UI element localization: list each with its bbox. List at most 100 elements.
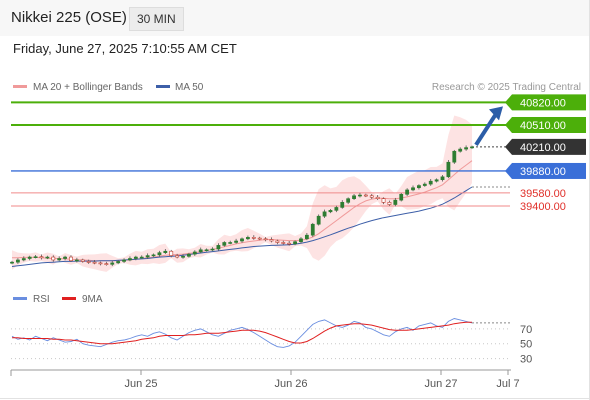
candle-body [69, 256, 73, 262]
resistance-label: 40510.00 [520, 120, 566, 132]
candle-body [417, 185, 421, 189]
candle-body [145, 255, 150, 258]
candle-body [275, 240, 280, 243]
candle-body [192, 251, 197, 255]
forecast-arrow-shaft [474, 111, 499, 146]
candle-body [340, 202, 345, 208]
candle-body [352, 195, 356, 199]
candle-body [464, 147, 469, 150]
x-tick-label: Jun 26 [274, 378, 307, 390]
candle-body [104, 263, 109, 265]
candle-body [452, 150, 457, 163]
legend-ma20-swatch [13, 85, 27, 88]
legend-rsi-label: RSI [33, 294, 50, 305]
candle-body [169, 250, 174, 256]
last-price-tag [512, 138, 586, 155]
candle-body [358, 194, 362, 197]
candle-body [399, 194, 404, 201]
candle-body [10, 261, 14, 264]
pivot-label: 39880.00 [520, 166, 566, 178]
candle-body [51, 256, 56, 261]
candle-body [116, 261, 121, 264]
candle-body [334, 207, 339, 211]
candle-body [458, 148, 463, 152]
candle-body [139, 256, 144, 259]
candle-body [74, 259, 79, 262]
candle-body [411, 187, 415, 191]
candle-body [381, 198, 386, 203]
candle-body [45, 256, 50, 259]
candle-body [446, 161, 451, 178]
forecast-arrow-head [489, 106, 503, 121]
candle-body [375, 196, 380, 199]
resistance-tag-pointer [505, 94, 512, 111]
support-label: 39580.00 [520, 188, 566, 200]
candle-body [128, 258, 132, 261]
candle-body [346, 198, 351, 203]
candle-body [245, 237, 250, 240]
legend-rsi-swatch [13, 297, 27, 300]
last-price-label: 40210.00 [520, 142, 566, 154]
candle-body [163, 250, 168, 253]
rsi-9ma-line [12, 321, 472, 345]
bollinger-band [12, 115, 472, 272]
candle-body [263, 238, 268, 241]
legend-9ma-label: 9MA [82, 294, 103, 305]
timeframe-selector[interactable]: 30 MIN [129, 7, 184, 31]
rsi-tick-label: 30 [520, 354, 532, 366]
last-price-tag-pointer [505, 138, 512, 155]
candle-body [133, 256, 138, 259]
x-tick-label: Jun 27 [424, 378, 457, 390]
resistance-label: 40820.00 [520, 97, 566, 109]
candle-body [15, 259, 20, 263]
candle-body [363, 194, 368, 197]
legend-ma20-label: MA 20 + Bollinger Bands [33, 82, 143, 93]
candle-body [157, 252, 162, 256]
resistance-tag-pointer [505, 116, 512, 133]
x-tick-label: Jun 25 [124, 378, 157, 390]
candle-body [80, 259, 85, 262]
resistance-tag [512, 94, 586, 111]
candle-body [434, 179, 439, 182]
pivot-tag-pointer [505, 162, 512, 179]
candle-body [198, 249, 203, 253]
candle-body [228, 242, 233, 244]
candle-body [21, 258, 26, 261]
candle-body [122, 259, 126, 262]
watermark: Research © 2025 Trading Central [432, 82, 581, 93]
candle-body [181, 256, 185, 258]
candle-body [175, 255, 180, 258]
candle-body [387, 202, 392, 205]
candle-body [369, 195, 374, 198]
candle-body [86, 261, 91, 263]
candle-body [287, 242, 292, 245]
chart-header: Nikkei 225 (OSE) 30 MIN [0, 0, 590, 36]
candle-body [204, 249, 209, 252]
legend-ma50-swatch [156, 85, 170, 88]
candle-body [304, 234, 309, 240]
candle-body [151, 254, 156, 257]
candle-body [33, 256, 38, 258]
x-tick-label: Jul 7 [496, 378, 519, 390]
candle-body [440, 176, 445, 181]
candle-body [210, 248, 215, 251]
candle-body [422, 183, 427, 186]
candle-body [322, 211, 327, 217]
candle-body [98, 262, 103, 265]
candle-body [281, 242, 286, 244]
candle-body [27, 256, 32, 259]
resistance-tag [512, 116, 586, 133]
candle-body [310, 223, 315, 236]
candle-body [216, 245, 221, 250]
rsi-line [11, 318, 473, 348]
rsi-tick-label: 70 [520, 324, 532, 336]
pivot-tag [512, 162, 586, 179]
candle-body [393, 199, 398, 205]
candle-body [39, 256, 44, 259]
legend-9ma-swatch [62, 297, 76, 300]
candle-body [92, 261, 97, 264]
candle-body [240, 238, 244, 242]
candle-body [328, 210, 333, 213]
candle-body [293, 241, 297, 245]
